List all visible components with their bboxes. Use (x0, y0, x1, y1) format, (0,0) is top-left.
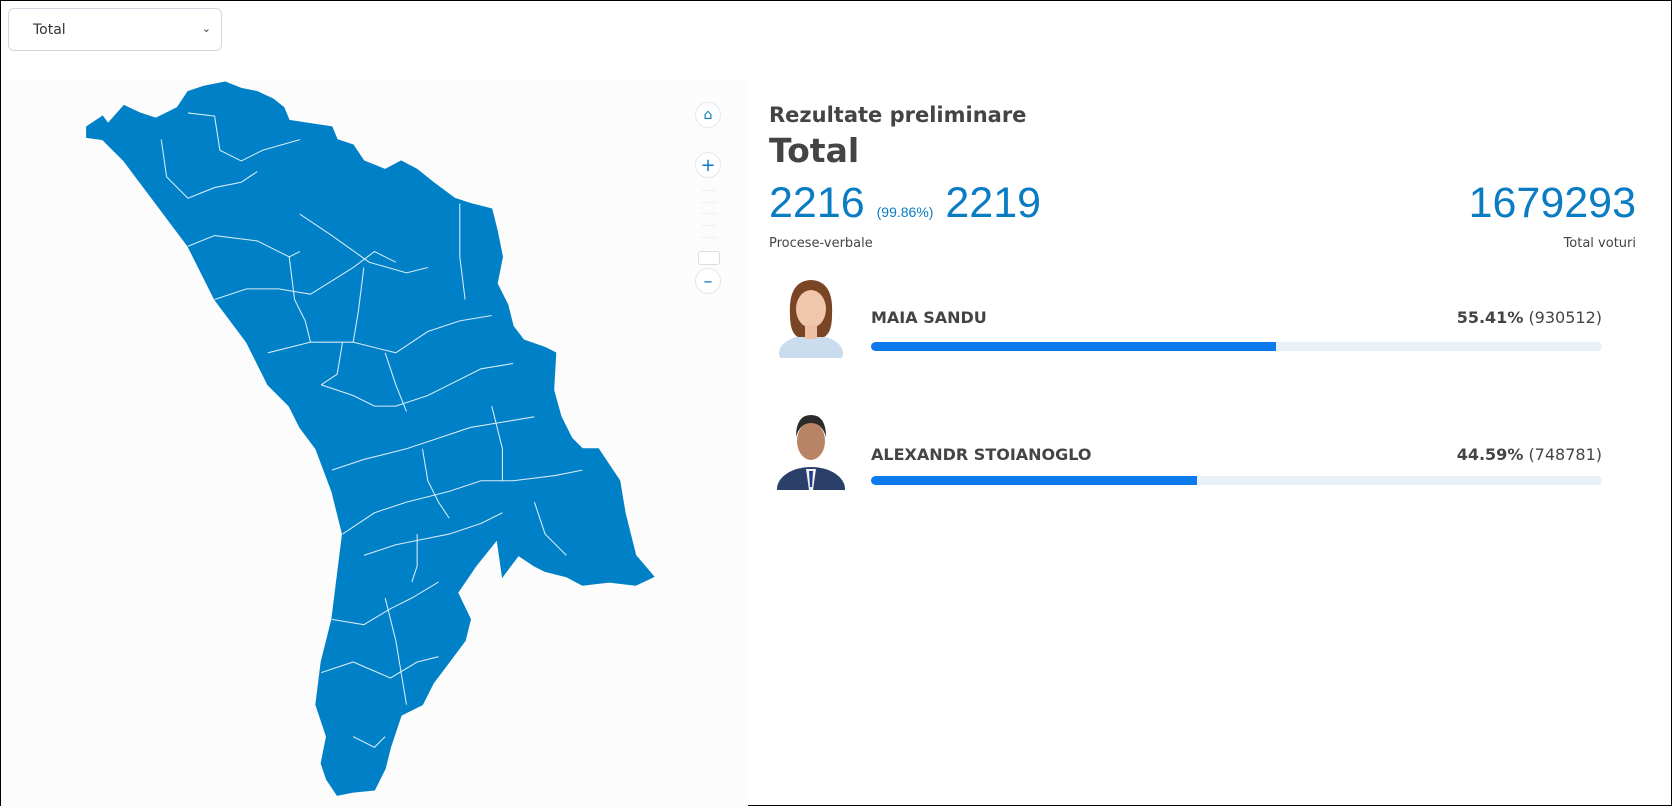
zoom-slider-handle[interactable] (698, 251, 720, 265)
reports-counted: 2216 (769, 179, 865, 227)
candidate-result: 44.59% (748781) (1457, 445, 1602, 464)
candidate-vote-bar-fill (871, 342, 1277, 351)
map-region-outline[interactable] (86, 81, 655, 796)
candidate-votes: (748781) (1528, 445, 1602, 464)
results-subtitle: Rezultate preliminare (769, 103, 1027, 127)
candidate-photo (779, 280, 843, 358)
candidate-vote-bar (871, 476, 1602, 485)
zoom-tick (701, 190, 717, 191)
zoom-out-icon: – (703, 270, 713, 292)
zoom-tick (701, 237, 717, 238)
candidate-name: MAIA SANDU (871, 308, 987, 327)
chevron-down-icon: ⌄ (201, 22, 211, 35)
candidate-name: ALEXANDR STOIANOGLO (871, 445, 1092, 464)
zoom-tick (701, 225, 717, 226)
votes-label: Total voturi (1563, 236, 1636, 251)
candidate-percent: 44.59% (1456, 445, 1524, 464)
region-select-value: Total (33, 21, 66, 38)
reports-percent: (99.86%) (876, 204, 934, 220)
moldova-map[interactable] (1, 1, 748, 807)
zoom-tick (701, 202, 717, 203)
candidate-percent: 55.41% (1456, 308, 1524, 327)
total-votes: 1679293 (1468, 179, 1636, 227)
zoom-in-icon: + (700, 154, 716, 176)
candidate-votes: (930512) (1528, 308, 1602, 327)
zoom-in-button[interactable]: + (695, 152, 721, 178)
candidate-photo (777, 415, 845, 490)
district-borders (160, 112, 583, 748)
home-button[interactable]: ⌂ (695, 102, 721, 128)
zoom-out-button[interactable]: – (695, 268, 721, 294)
candidate-result: 55.41% (930512) (1457, 308, 1602, 327)
reports-label: Procese-verbale (769, 236, 873, 251)
reports-total: 2219 (945, 179, 1042, 227)
results-title: Total (769, 131, 860, 170)
zoom-tick (701, 213, 717, 214)
candidate-vote-bar (871, 342, 1602, 351)
candidate-vote-bar-fill (871, 476, 1197, 485)
reports-counter: 2216 (99.86%) 2219 (769, 179, 1041, 228)
region-select[interactable]: Total ⌄ (8, 8, 222, 51)
home-icon: ⌂ (703, 107, 713, 123)
